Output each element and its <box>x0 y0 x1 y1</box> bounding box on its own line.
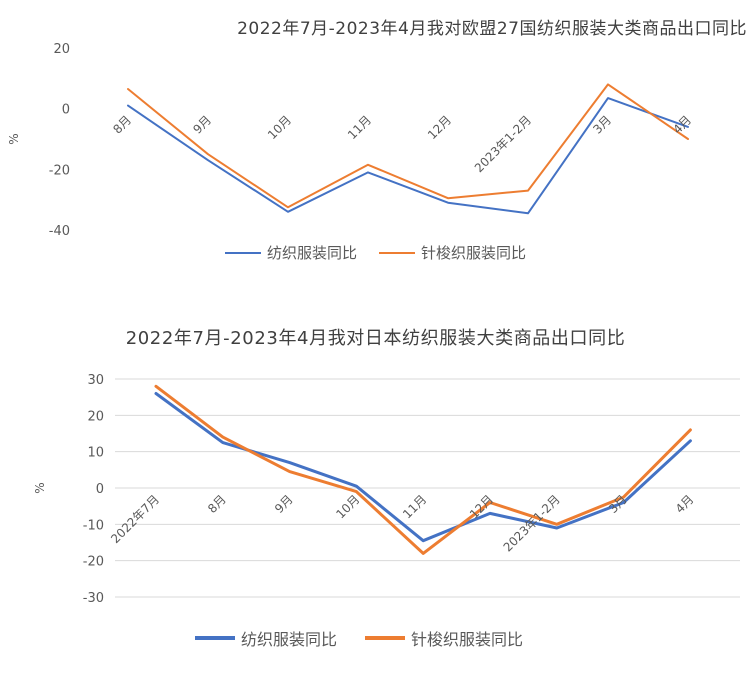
japan-export-chart: 2022年7月-2023年4月我对日本纺织服装大类商品出口同比 30 20 10 0 -… <box>0 318 751 673</box>
legend-item-knit-woven: 针梭织服装同比 <box>379 242 526 263</box>
x-category-label: 11月 <box>345 113 374 142</box>
y-tick-label: 0 <box>96 482 104 497</box>
y-tick-label: -30 <box>83 591 104 606</box>
x-category-label: 4月 <box>670 113 694 137</box>
legend-item-knit-woven: 针梭织服装同比 <box>365 626 523 650</box>
legend-item-textile: 纺织服装同比 <box>225 242 357 263</box>
y-tick-label: 10 <box>87 446 104 461</box>
legend-swatch-knit-woven <box>379 251 416 254</box>
y-tick-label: -40 <box>49 224 70 239</box>
x-category-label: 10月 <box>333 492 362 521</box>
x-category-label: 8月 <box>205 492 229 516</box>
y-axis-label: % <box>33 482 47 493</box>
y-tick-label: -10 <box>83 518 104 533</box>
eu-chart-plot: 20 0 -20 -40% 8月 9月 10月 11月 12月 2023年1-2月 3月 4月 <box>7 42 694 239</box>
legend-label-textile: 纺织服装同比 <box>267 244 358 262</box>
x-category-label: 9月 <box>190 113 214 137</box>
x-category-label: 8月 <box>110 113 134 137</box>
x-category-label: 4月 <box>673 492 697 516</box>
chart-title: 2022年7月-2023年4月我对欧盟27国纺织服装大类商品出口同比 <box>237 19 747 39</box>
chart-title: 2022年7月-2023年4月我对日本纺织服装大类商品出口同比 <box>125 328 626 349</box>
x-category-label: 11月 <box>400 492 429 521</box>
y-tick-label: 0 <box>62 103 70 118</box>
x-category-label: 3月 <box>590 113 614 137</box>
eu-chart-legend: 纺织服装同比 针梭织服装同比 <box>225 242 548 263</box>
y-tick-label: -20 <box>83 555 104 570</box>
series-line-knit-woven <box>154 384 692 555</box>
legend-swatch-textile <box>195 636 235 640</box>
legend-label-textile: 纺织服装同比 <box>241 630 338 649</box>
x-category-label: 12月 <box>425 113 454 142</box>
legend-swatch-knit-woven <box>365 636 406 640</box>
series-line-textile <box>127 97 689 215</box>
eu-export-chart: 2022年7月-2023年4月我对欧盟27国纺织服装大类商品出口同比 20 0 -2… <box>0 0 751 300</box>
y-tick-label: -20 <box>49 163 70 178</box>
y-axis-label: % <box>7 133 21 144</box>
y-tick-label: 30 <box>87 373 104 388</box>
series-line-knit-woven <box>127 83 689 209</box>
y-tick-label: 20 <box>53 42 70 57</box>
legend-swatch-textile <box>225 251 261 254</box>
legend-item-textile: 纺织服装同比 <box>195 626 337 650</box>
legend-label-knit-woven: 针梭织服装同比 <box>411 630 524 649</box>
x-category-label: 2023年1-2月 <box>472 113 534 175</box>
japan-chart-legend: 纺织服装同比 针梭织服装同比 <box>195 626 545 650</box>
x-category-label: 10月 <box>265 113 294 142</box>
x-category-label: 9月 <box>272 492 296 516</box>
x-category-label: 2022年7月 <box>108 492 162 546</box>
y-tick-label: 20 <box>87 409 104 424</box>
legend-label-knit-woven: 针梭织服装同比 <box>421 244 527 262</box>
